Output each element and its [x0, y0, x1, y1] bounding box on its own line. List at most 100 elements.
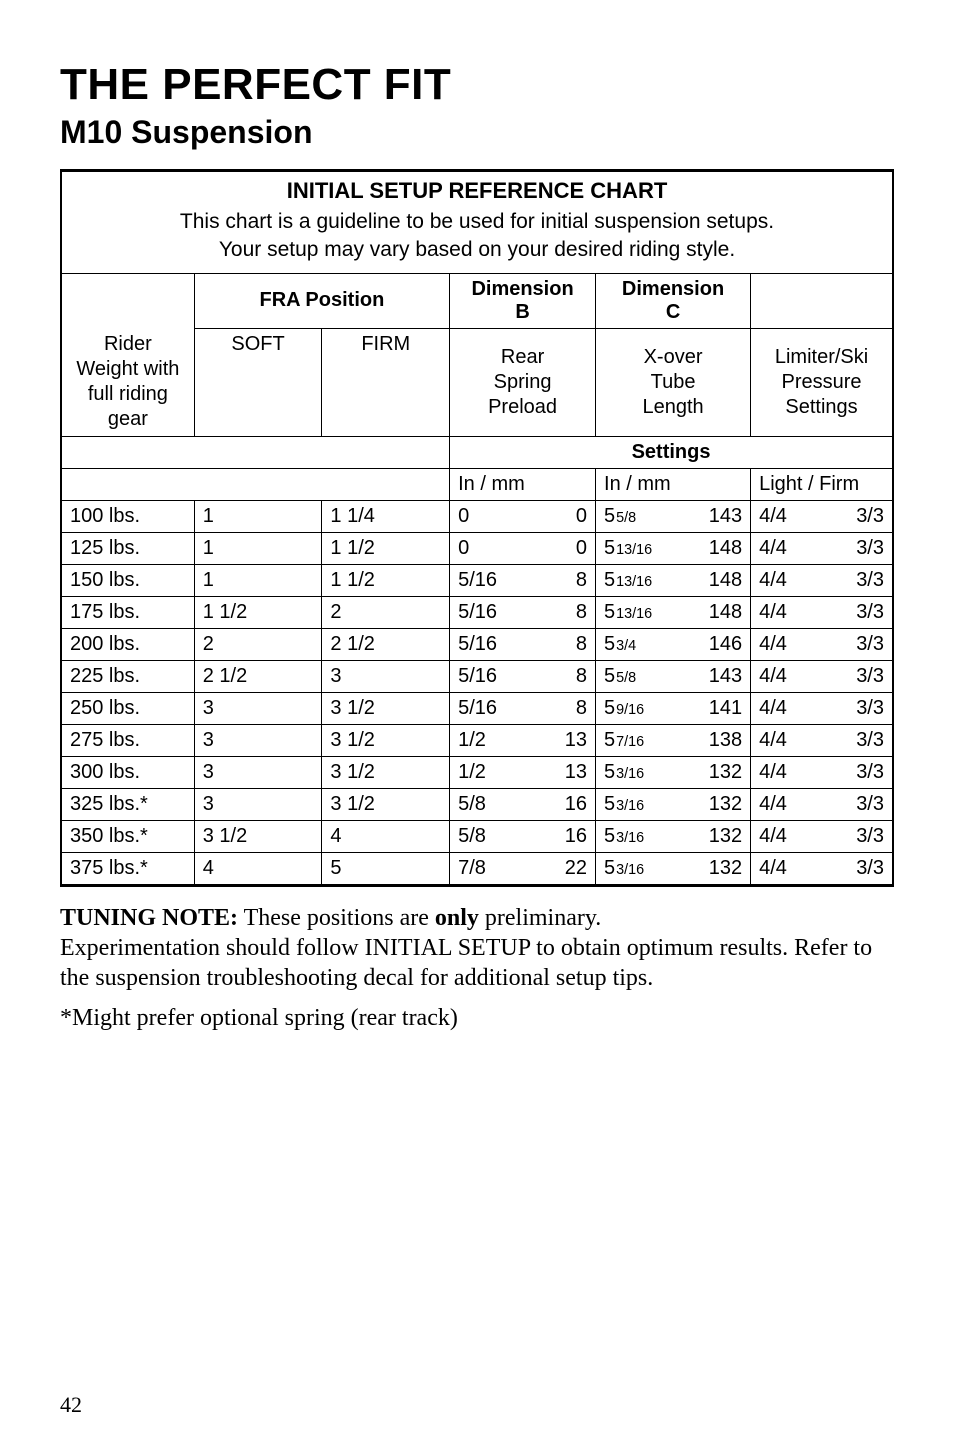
cell-dim-b: 00	[450, 501, 596, 533]
cell-firm: 3 1/2	[322, 725, 450, 757]
setup-chart: INITIAL SETUP REFERENCE CHART This chart…	[60, 169, 894, 887]
cell-weight: 200 lbs.	[62, 629, 194, 661]
cell-weight: 175 lbs.	[62, 597, 194, 629]
header-xover: X-overTubeLength	[596, 328, 751, 437]
table-row: 350 lbs.*3 1/245/81653/161324/43/3	[62, 821, 892, 853]
table-row: 225 lbs.2 1/235/16855/81434/43/3	[62, 661, 892, 693]
table-row: In / mm In / mm Light / Firm	[62, 469, 892, 501]
cell-dim-c: 55/8143	[596, 661, 751, 693]
cell-firm: 2	[322, 597, 450, 629]
header-rear-spring: RearSpringPreload	[450, 328, 596, 437]
header-firm: FIRM	[322, 328, 450, 437]
header-soft: SOFT	[194, 328, 322, 437]
cell-dim-b: 5/168	[450, 629, 596, 661]
cell-firm: 2 1/2	[322, 629, 450, 661]
cell-weight: 300 lbs.	[62, 757, 194, 789]
cell-weight: 125 lbs.	[62, 533, 194, 565]
cell-weight: 150 lbs.	[62, 565, 194, 597]
cell-soft: 3	[194, 789, 322, 821]
cell-soft: 3	[194, 757, 322, 789]
table-row: 325 lbs.*33 1/25/81653/161324/43/3	[62, 789, 892, 821]
table-row: 275 lbs.33 1/21/21357/161384/43/3	[62, 725, 892, 757]
setup-table: INITIAL SETUP REFERENCE CHART This chart…	[62, 172, 892, 884]
table-row: 175 lbs.1 1/225/168513/161484/43/3	[62, 597, 892, 629]
cell-dim-c: 53/4146	[596, 629, 751, 661]
cell-soft: 1	[194, 565, 322, 597]
cell-limiter: 4/43/3	[751, 757, 892, 789]
cell-firm: 3 1/2	[322, 757, 450, 789]
page-number: 42	[60, 1392, 82, 1418]
cell-dim-c: 55/8143	[596, 501, 751, 533]
cell-dim-b: 7/822	[450, 853, 596, 885]
table-row: INITIAL SETUP REFERENCE CHART	[62, 172, 892, 206]
header-limiter: Limiter/SkiPressureSettings	[751, 328, 892, 437]
cell-dim-b: 5/168	[450, 597, 596, 629]
table-row: 150 lbs.11 1/25/168513/161484/43/3	[62, 565, 892, 597]
cell-limiter: 4/43/3	[751, 597, 892, 629]
tuning-note: TUNING NOTE: These positions are only pr…	[60, 903, 894, 993]
units-in-mm: In / mm	[596, 469, 751, 501]
cell-soft: 1	[194, 501, 322, 533]
table-row: 100 lbs.11 1/40055/81434/43/3	[62, 501, 892, 533]
cell-dim-b: 5/816	[450, 821, 596, 853]
table-row: 250 lbs.33 1/25/16859/161414/43/3	[62, 693, 892, 725]
empty-cell	[62, 437, 450, 469]
tuning-note-label: TUNING NOTE:	[60, 905, 238, 931]
header-dim-b: DimensionB	[450, 273, 596, 328]
cell-weight: 375 lbs.*	[62, 853, 194, 885]
table-row: Settings	[62, 437, 892, 469]
cell-soft: 1	[194, 533, 322, 565]
page-subtitle: M10 Suspension	[60, 114, 894, 151]
cell-limiter: 4/43/3	[751, 789, 892, 821]
cell-limiter: 4/43/3	[751, 629, 892, 661]
cell-dim-c: 53/16132	[596, 821, 751, 853]
header-dim-c: DimensionC	[596, 273, 751, 328]
cell-weight: 275 lbs.	[62, 725, 194, 757]
cell-dim-c: 53/16132	[596, 789, 751, 821]
cell-firm: 1 1/2	[322, 533, 450, 565]
header-rider: RiderWeight withfull ridinggear	[62, 328, 194, 437]
cell-firm: 1 1/4	[322, 501, 450, 533]
cell-dim-c: 57/16138	[596, 725, 751, 757]
page-title: THE PERFECT FIT	[60, 60, 894, 110]
chart-note: This chart is a guideline to be used for…	[62, 206, 892, 273]
cell-dim-b: 5/168	[450, 693, 596, 725]
cell-dim-b: 00	[450, 533, 596, 565]
table-row: 200 lbs.22 1/25/16853/41464/43/3	[62, 629, 892, 661]
cell-dim-c: 513/16148	[596, 565, 751, 597]
table-row: FRA Position DimensionB DimensionC	[62, 273, 892, 328]
cell-soft: 3	[194, 693, 322, 725]
cell-firm: 3 1/2	[322, 693, 450, 725]
cell-firm: 5	[322, 853, 450, 885]
cell-limiter: 4/43/3	[751, 725, 892, 757]
table-row: 125 lbs.11 1/200513/161484/43/3	[62, 533, 892, 565]
cell-dim-c: 513/16148	[596, 597, 751, 629]
cell-limiter: 4/43/3	[751, 565, 892, 597]
tuning-note-text: These positions are	[238, 905, 435, 931]
cell-weight: 250 lbs.	[62, 693, 194, 725]
cell-firm: 4	[322, 821, 450, 853]
cell-firm: 3 1/2	[322, 789, 450, 821]
cell-limiter: 4/43/3	[751, 501, 892, 533]
tuning-note-only: only	[435, 905, 479, 931]
cell-soft: 3 1/2	[194, 821, 322, 853]
cell-weight: 225 lbs.	[62, 661, 194, 693]
cell-dim-c: 53/16132	[596, 757, 751, 789]
cell-soft: 3	[194, 725, 322, 757]
header-fra: FRA Position	[194, 273, 449, 328]
chart-note-line: Your setup may vary based on your desire…	[219, 238, 735, 261]
cell-weight: 100 lbs.	[62, 501, 194, 533]
cell-dim-c: 59/16141	[596, 693, 751, 725]
cell-dim-c: 53/16132	[596, 853, 751, 885]
header-settings: Settings	[450, 437, 892, 469]
cell-dim-b: 5/168	[450, 565, 596, 597]
cell-limiter: 4/43/3	[751, 661, 892, 693]
cell-dim-b: 5/168	[450, 661, 596, 693]
cell-soft: 4	[194, 853, 322, 885]
cell-weight: 325 lbs.*	[62, 789, 194, 821]
table-row: 375 lbs.*457/82253/161324/43/3	[62, 853, 892, 885]
empty-cell	[62, 469, 450, 501]
cell-soft: 2 1/2	[194, 661, 322, 693]
cell-soft: 1 1/2	[194, 597, 322, 629]
units-in-mm: In / mm	[450, 469, 596, 501]
